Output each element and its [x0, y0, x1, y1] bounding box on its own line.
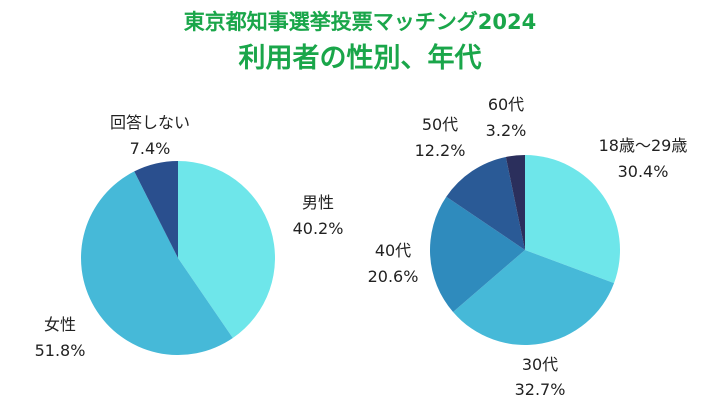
pie2-category-label-4: 60代 [488, 95, 524, 114]
pie1-slice-2 [134, 161, 178, 258]
pie2-value-label-0: 30.4% [618, 162, 669, 181]
pie2-category-label-3: 50代 [422, 115, 458, 134]
pie1-value-label-0: 40.2% [293, 219, 344, 238]
pie1-category-label-2: 回答しない [110, 113, 190, 132]
pie2-category-label-0: 18歳～29歳 [599, 136, 688, 155]
pie1-value-label-2: 7.4% [130, 139, 171, 158]
pie2-value-label-3: 12.2% [415, 141, 466, 160]
chart-title: 東京都知事選挙投票マッチング2024 [183, 10, 537, 34]
pie2-category-label-1: 30代 [522, 355, 558, 374]
chart-subtitle: 利用者の性別、年代 [238, 43, 482, 74]
pie2-value-label-1: 32.7% [515, 380, 566, 399]
pie2-slice-3 [446, 156, 525, 250]
pie2-slice-0 [525, 155, 620, 284]
pie2-slice-1 [453, 250, 615, 346]
pie2-category-label-2: 40代 [375, 241, 411, 260]
pie2-value-label-2: 20.6% [368, 267, 419, 286]
pie2-value-label-4: 3.2% [486, 121, 527, 140]
pie1-value-label-1: 51.8% [35, 341, 86, 360]
pie1-slice-0 [178, 161, 275, 339]
pie2-slice-4 [505, 155, 525, 250]
pie1-slice-1 [81, 171, 233, 355]
pie1-category-label-0: 男性 [302, 193, 334, 212]
pie1-category-label-1: 女性 [44, 315, 76, 334]
pie2-slice-2 [429, 196, 525, 313]
